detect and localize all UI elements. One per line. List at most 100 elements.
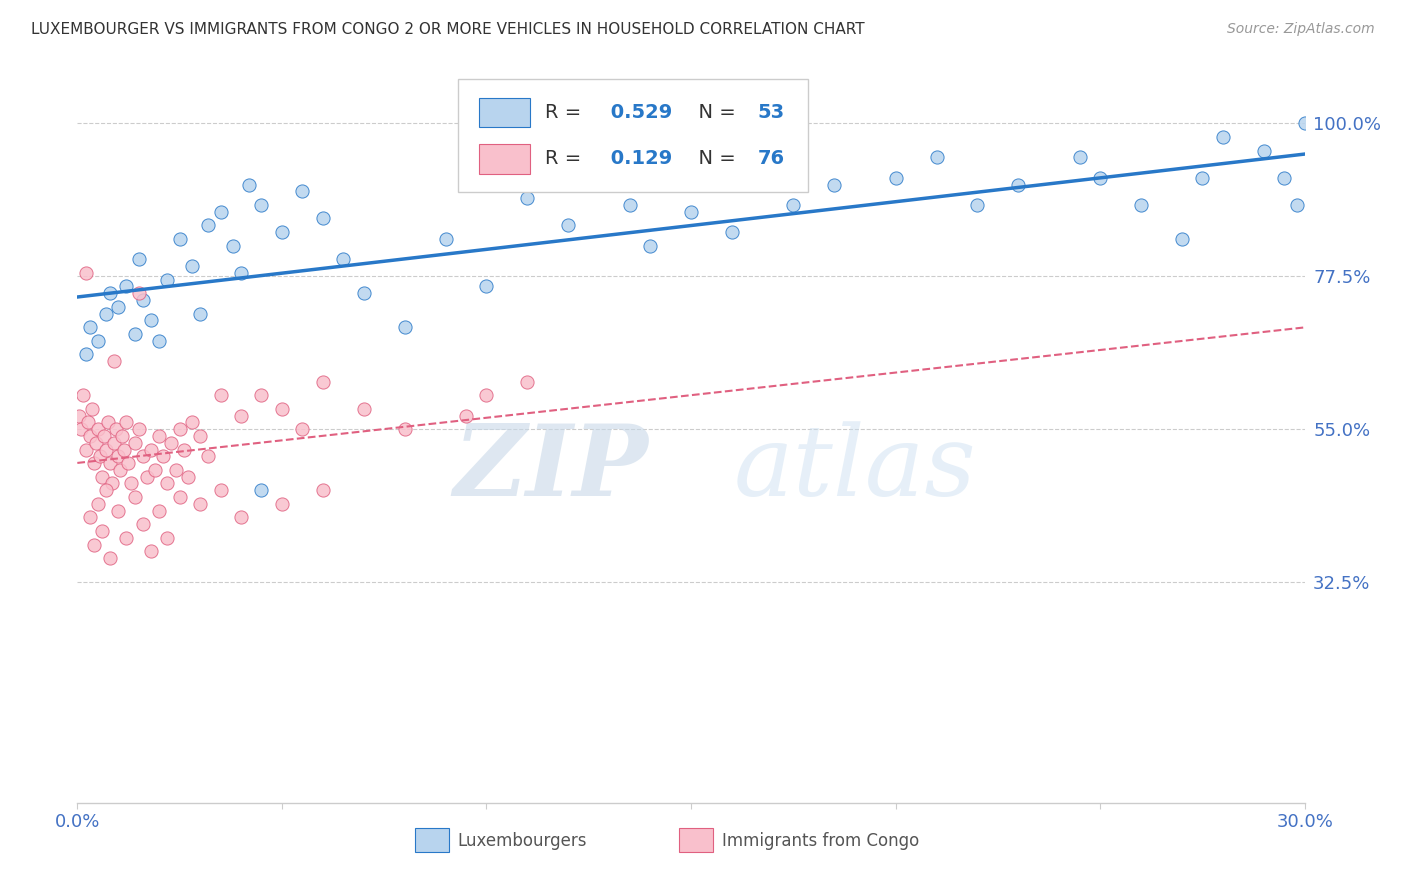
Point xyxy=(132,450,155,464)
Point xyxy=(312,375,335,389)
Point xyxy=(87,497,110,511)
Point xyxy=(180,259,202,273)
Point xyxy=(619,198,641,212)
Point xyxy=(148,503,170,517)
Point xyxy=(79,429,101,443)
Point xyxy=(148,334,170,348)
Point xyxy=(160,435,183,450)
Point xyxy=(98,456,121,470)
Point xyxy=(394,422,416,436)
Point xyxy=(124,326,146,341)
Point xyxy=(165,463,187,477)
Point xyxy=(270,497,294,511)
Point xyxy=(115,531,138,545)
Point xyxy=(394,320,416,334)
Point xyxy=(1285,198,1308,212)
Point xyxy=(156,476,179,491)
Text: Luxembourgers: Luxembourgers xyxy=(458,831,588,849)
Point xyxy=(132,293,155,307)
FancyBboxPatch shape xyxy=(478,145,530,174)
Point xyxy=(188,429,211,443)
Point xyxy=(638,238,661,252)
Point xyxy=(197,219,219,233)
Point xyxy=(222,238,245,252)
Point xyxy=(270,401,294,416)
Point xyxy=(79,510,101,524)
Point xyxy=(94,442,117,457)
Point xyxy=(83,456,105,470)
Point xyxy=(291,422,314,436)
Text: Immigrants from Congo: Immigrants from Congo xyxy=(721,831,920,849)
Point xyxy=(1212,130,1234,145)
Point xyxy=(107,503,129,517)
Point xyxy=(782,198,804,212)
Point xyxy=(681,204,703,219)
Text: 53: 53 xyxy=(758,103,785,122)
Point xyxy=(97,415,120,429)
Point xyxy=(312,211,335,226)
Point xyxy=(169,232,191,246)
Point xyxy=(135,469,157,483)
Point xyxy=(87,422,110,436)
Point xyxy=(107,450,129,464)
Point xyxy=(238,178,260,192)
Point xyxy=(188,307,211,321)
Point xyxy=(353,286,375,301)
Point xyxy=(250,483,273,498)
Point xyxy=(270,225,294,239)
Point xyxy=(229,409,252,423)
Point xyxy=(139,313,162,327)
Point xyxy=(1272,170,1295,185)
Point xyxy=(70,422,93,436)
Point xyxy=(454,409,477,423)
Point xyxy=(67,409,90,423)
Point xyxy=(209,483,232,498)
Point xyxy=(1088,170,1111,185)
Point xyxy=(90,524,112,538)
Point xyxy=(89,450,111,464)
Text: N =: N = xyxy=(686,150,742,169)
Point xyxy=(169,422,191,436)
Point xyxy=(93,429,115,443)
Point xyxy=(250,388,273,402)
Point xyxy=(332,252,354,267)
Point xyxy=(229,266,252,280)
Point xyxy=(112,442,135,457)
Point xyxy=(115,415,138,429)
Text: Source: ZipAtlas.com: Source: ZipAtlas.com xyxy=(1227,22,1375,37)
Point xyxy=(143,463,166,477)
Point xyxy=(103,354,125,368)
Point xyxy=(180,415,202,429)
Point xyxy=(516,191,538,205)
Point xyxy=(124,435,146,450)
Point xyxy=(1130,198,1153,212)
Point xyxy=(139,442,162,457)
Point xyxy=(120,476,142,491)
Text: atlas: atlas xyxy=(734,421,977,516)
Point xyxy=(111,429,134,443)
Point xyxy=(188,497,211,511)
Point xyxy=(110,463,132,477)
Point xyxy=(90,469,112,483)
Point xyxy=(291,184,314,198)
Point xyxy=(117,456,139,470)
Point xyxy=(72,388,94,402)
Point xyxy=(128,252,150,267)
Point xyxy=(1171,232,1194,246)
Text: 76: 76 xyxy=(758,150,785,169)
Point xyxy=(173,442,195,457)
Point xyxy=(124,490,146,504)
Point xyxy=(115,279,138,293)
Point xyxy=(475,388,498,402)
Point xyxy=(1007,178,1029,192)
Point xyxy=(94,307,117,321)
Point xyxy=(516,375,538,389)
Point xyxy=(98,551,121,566)
Point xyxy=(209,204,232,219)
Point xyxy=(925,150,948,164)
Text: 0.129: 0.129 xyxy=(605,150,672,169)
Point xyxy=(250,198,273,212)
Text: R =: R = xyxy=(546,150,588,169)
Point xyxy=(169,490,191,504)
Point xyxy=(721,225,744,239)
